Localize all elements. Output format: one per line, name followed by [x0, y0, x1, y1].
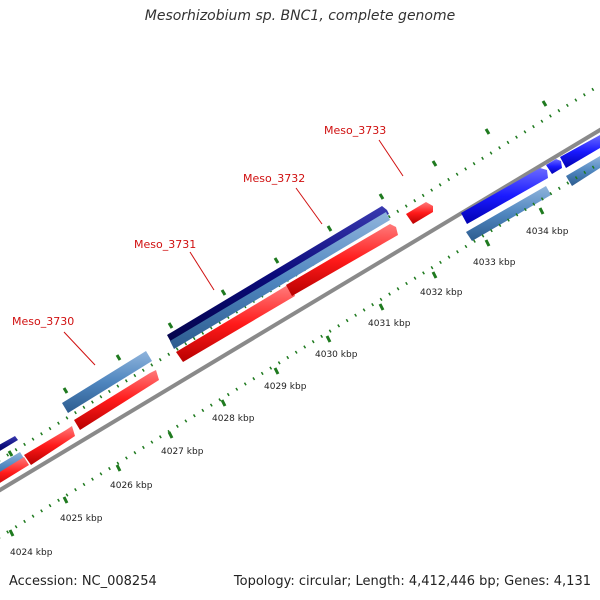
accession-text: Accession: NC_008254	[9, 574, 157, 589]
cds-steel-c	[566, 156, 600, 186]
map-title: Mesorhizobium sp. BNC1, complete genome	[144, 8, 456, 24]
gene-label-meso-3733: Meso_3733	[324, 124, 386, 137]
scale-label-4029: 4029 kbp	[264, 382, 307, 392]
scale-label-4034: 4034 kbp	[526, 227, 569, 237]
gene-label-meso-3731: Meso_3731	[134, 238, 196, 251]
scale-label-4032: 4032 kbp	[420, 288, 463, 298]
gene-leader-lines	[63, 139, 404, 366]
gene-label-meso-3730: Meso_3730	[12, 315, 74, 328]
cds-red-partial	[0, 457, 29, 483]
scale-label-4033: 4033 kbp	[473, 258, 516, 268]
cds-navy-long	[167, 206, 389, 344]
cds-navy-partial	[0, 436, 18, 451]
cds-red-e	[406, 202, 433, 224]
inner-major-ticks	[8, 207, 545, 537]
scale-label-4026: 4026 kbp	[110, 481, 153, 491]
cds-blue-b	[546, 159, 562, 174]
genome-summary-text: Topology: circular; Length: 4,412,446 bp…	[233, 574, 591, 589]
scale-label-4024: 4024 kbp	[10, 548, 53, 558]
genome-backbone	[0, 127, 600, 493]
cds-steel-long	[170, 212, 390, 349]
scale-label-4028: 4028 kbp	[212, 414, 255, 424]
cds-red-a	[24, 426, 75, 465]
gene-label-meso-3732: Meso_3732	[243, 172, 305, 185]
cds-red-d	[286, 224, 398, 296]
outer-tick-track	[0, 83, 600, 462]
scale-label-4031: 4031 kbp	[368, 319, 411, 329]
cds-steel-3730	[62, 351, 152, 413]
outer-major-ticks	[7, 100, 548, 457]
scale-label-4030: 4030 kbp	[315, 350, 358, 360]
inner-tick-track	[0, 161, 600, 539]
cds-blue-a	[461, 168, 548, 224]
cds-red-b	[74, 370, 159, 430]
cds-red-c	[176, 286, 295, 362]
scale-label-4025: 4025 kbp	[60, 514, 103, 524]
scale-label-4027: 4027 kbp	[161, 447, 204, 457]
cds-steel-b	[466, 186, 551, 241]
cds-blue-c	[560, 135, 600, 168]
